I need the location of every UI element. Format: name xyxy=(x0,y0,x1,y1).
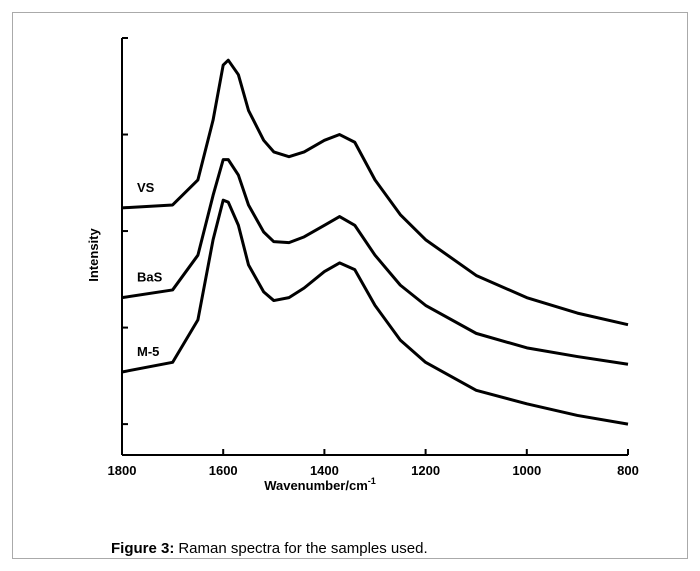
caption-label: Figure 3: xyxy=(111,540,174,557)
frame xyxy=(12,12,688,559)
spectrum-line xyxy=(121,158,629,366)
y-axis-label: Intensity xyxy=(86,228,101,282)
x-tick-label: 1200 xyxy=(411,463,440,478)
x-axis-label-main: Wavenumber/cm xyxy=(264,478,368,493)
caption: Figure 3: Raman spectra for the samples u… xyxy=(111,540,428,557)
x-tick-label: 1600 xyxy=(209,463,238,478)
x-tick-label: 1800 xyxy=(108,463,137,478)
series-label: VS xyxy=(137,180,155,195)
spectrum-line xyxy=(121,198,629,426)
x-tick-label: 800 xyxy=(617,463,639,478)
x-tick-label: 1000 xyxy=(512,463,541,478)
series-label: M-5 xyxy=(137,344,159,359)
x-tick-label: 1400 xyxy=(310,463,339,478)
series-label: BaS xyxy=(137,270,163,285)
caption-text: Raman spectra for the samples used. xyxy=(178,540,427,557)
x-axis-label-superscript: -1 xyxy=(368,476,376,486)
x-axis-label: Wavenumber/cm-1 xyxy=(264,476,376,493)
spectrum-line xyxy=(121,58,629,327)
